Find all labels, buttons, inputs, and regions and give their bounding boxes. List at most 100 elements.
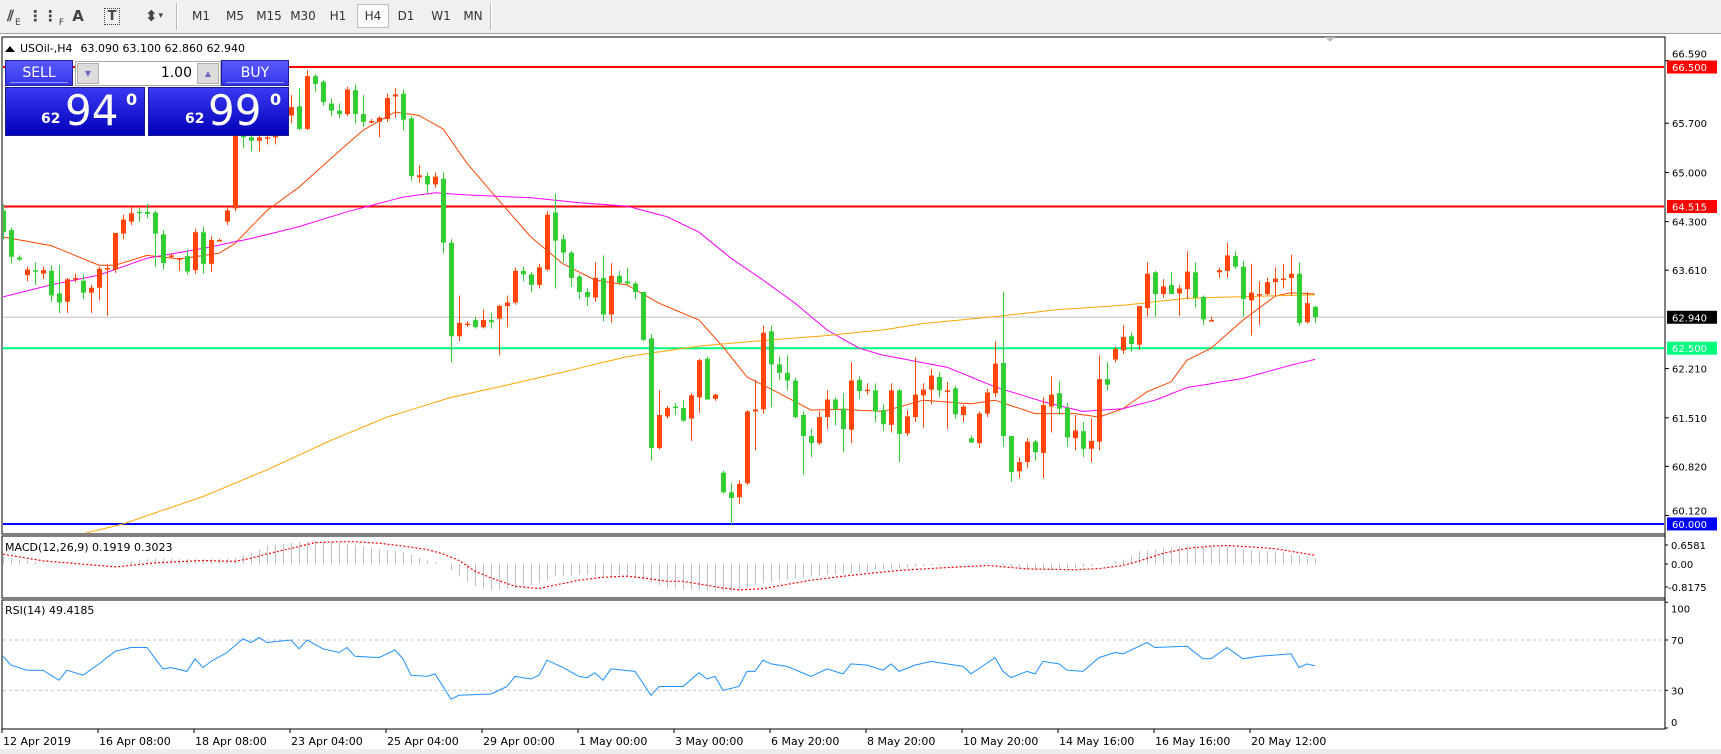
- fibonacci-grid-tool-button[interactable]: ⋮⋮ F: [28, 4, 64, 28]
- candle: [977, 411, 982, 449]
- rsi-pane[interactable]: [1, 599, 1666, 730]
- level-price-box: [1667, 60, 1717, 74]
- candle-body: [769, 331, 774, 365]
- timeframe-m5-button[interactable]: M5: [226, 9, 244, 23]
- candle: [865, 383, 870, 395]
- macd-pane[interactable]: [1, 535, 1666, 599]
- candle-body: [153, 212, 158, 234]
- candle: [1305, 291, 1310, 324]
- candle: [217, 238, 222, 242]
- candle-body: [417, 175, 422, 178]
- sell-button[interactable]: SELL: [5, 60, 73, 86]
- candle-body: [481, 320, 486, 328]
- candle-body: [441, 178, 446, 243]
- lot-size-stepper[interactable]: ▼ 1.00 ▲: [75, 61, 221, 86]
- candle-body: [337, 110, 342, 115]
- candle-body: [1001, 362, 1006, 437]
- candle: [1217, 267, 1222, 278]
- candle-body: [673, 406, 678, 409]
- buy-price-box[interactable]: 62 99 0: [148, 86, 289, 136]
- candle: [1233, 251, 1238, 269]
- candle-body: [513, 270, 518, 303]
- timeframe-mn-button[interactable]: MN: [463, 9, 483, 23]
- candle-body: [649, 338, 654, 449]
- candle: [1129, 332, 1134, 352]
- candle-body: [1257, 294, 1262, 296]
- candle: [1209, 316, 1214, 322]
- text-label-tool-button[interactable]: T: [98, 4, 126, 28]
- candle: [609, 263, 614, 323]
- candle: [1145, 262, 1150, 317]
- candle-body: [1225, 255, 1230, 271]
- candle: [1225, 242, 1230, 278]
- level-price-box: [1667, 341, 1717, 355]
- timeframe-w1-button[interactable]: W1: [431, 9, 451, 23]
- candle: [657, 390, 662, 450]
- ohlc-label: 63.090 63.100 62.860 62.940: [81, 42, 245, 55]
- candle-body: [201, 232, 206, 264]
- chart-shift-marker-icon[interactable]: [1325, 37, 1335, 42]
- lot-increase-button[interactable]: ▲: [197, 63, 219, 84]
- candle-body: [585, 291, 590, 297]
- time-tick-label: 1 May 00:00: [579, 735, 647, 748]
- candle: [905, 410, 910, 437]
- candle: [153, 210, 158, 267]
- candle: [417, 165, 422, 183]
- level-price-box: [1667, 200, 1717, 214]
- candle-body: [537, 267, 542, 285]
- fibonacci-grid-icon: ⋮⋮: [27, 7, 58, 25]
- timeframe-m1-button[interactable]: M1: [192, 9, 210, 23]
- candle-body: [657, 414, 662, 449]
- one-click-trading-panel: SELL ▼ 1.00 ▲ BUY 62 94 0 62 99 0: [5, 60, 289, 137]
- candle-body: [1201, 296, 1206, 320]
- time-tick-label: 12 Apr 2019: [3, 735, 71, 748]
- candle: [409, 116, 414, 181]
- price-tick-label: 61.510: [1672, 414, 1707, 425]
- timeframe-m30-button[interactable]: M30: [290, 9, 316, 23]
- timeframe-h1-button[interactable]: H1: [329, 9, 347, 23]
- text-tool-button[interactable]: A: [64, 4, 92, 28]
- candle-body: [1241, 266, 1246, 299]
- sell-price-box[interactable]: 62 94 0: [5, 86, 145, 136]
- timeframe-m15-button[interactable]: M15: [256, 9, 282, 23]
- macd-label: MACD(12,26,9) 0.1919 0.3023: [5, 541, 173, 554]
- candle: [73, 273, 78, 283]
- candle-body: [985, 392, 990, 414]
- arrows-tool-button[interactable]: ⬍ ▾: [134, 4, 174, 28]
- candle-body: [305, 76, 310, 129]
- candle-body: [1161, 286, 1166, 295]
- candle: [953, 385, 958, 419]
- candle: [177, 258, 182, 271]
- candle-body: [705, 358, 710, 400]
- timeframe-h4-button[interactable]: H4: [357, 4, 389, 28]
- lot-size-input[interactable]: 1.00: [160, 65, 192, 81]
- fibonacci-expansion-tool-button[interactable]: ⫽ E: [0, 4, 28, 28]
- candle: [641, 291, 646, 342]
- candle: [617, 270, 622, 285]
- candle: [1081, 422, 1086, 458]
- candle: [945, 381, 950, 430]
- candle-body: [297, 106, 302, 129]
- candle-body: [1113, 348, 1118, 360]
- candle-body: [753, 409, 758, 412]
- ma-fast-line: [3, 111, 1316, 418]
- lot-decrease-button[interactable]: ▼: [77, 63, 99, 84]
- macd-indicator: [2, 540, 1316, 592]
- candle-body: [89, 287, 94, 293]
- collapse-triangle-icon[interactable]: [5, 46, 15, 52]
- price-tick-label: 62.210: [1672, 365, 1707, 376]
- candle: [65, 277, 70, 314]
- candle: [169, 253, 174, 259]
- candle: [769, 325, 774, 408]
- candle-body: [249, 137, 254, 141]
- candle: [721, 470, 726, 494]
- candle: [1121, 325, 1126, 354]
- candle-body: [233, 112, 238, 209]
- candle: [761, 325, 766, 414]
- candle: [1009, 436, 1014, 482]
- candle: [377, 116, 382, 138]
- candle-body: [913, 394, 918, 418]
- timeframe-d1-button[interactable]: D1: [397, 9, 415, 23]
- buy-button[interactable]: BUY: [221, 60, 289, 86]
